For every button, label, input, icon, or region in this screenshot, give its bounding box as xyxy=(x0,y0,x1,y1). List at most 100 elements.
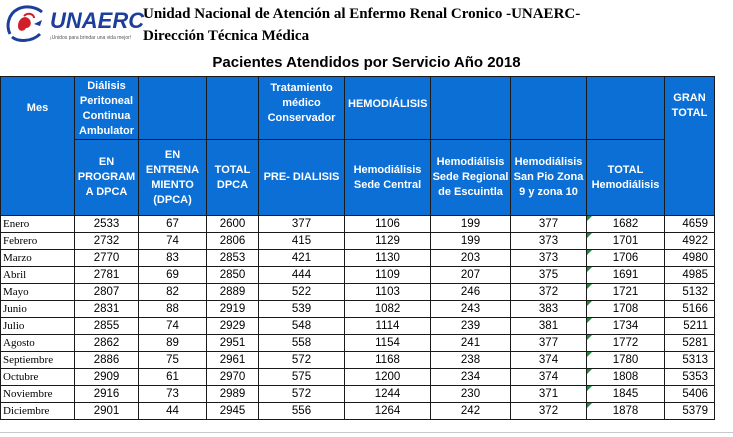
cell-total-hemo: 1734 xyxy=(586,317,665,335)
cell-entrenamiento: 74 xyxy=(138,317,207,335)
cell-total-hemo: 1708 xyxy=(586,300,665,318)
cell-total-hemo: 1845 xyxy=(586,385,665,403)
cell-en-programa: 2732 xyxy=(74,232,139,250)
table-row: Junio 2831 88 2919 539 1082 243 383 1708… xyxy=(0,300,715,318)
cell-mes: Octubre xyxy=(0,368,75,386)
cell-mes: Marzo xyxy=(0,249,75,267)
cell-en-programa: 2533 xyxy=(74,215,139,233)
cell-hemo-escuintla: 234 xyxy=(430,368,511,386)
cell-mes: Noviembre xyxy=(0,385,75,403)
table-row: Octubre 2909 61 2970 575 1200 234 374 18… xyxy=(0,368,715,386)
cell-hemo-central: 1264 xyxy=(344,402,431,420)
cell-total-hemo: 1878 xyxy=(586,402,665,420)
cell-pre-dialisis: 548 xyxy=(258,317,345,335)
cell-hemo-sanpio: 377 xyxy=(510,215,587,233)
cell-gran-total: 5406 xyxy=(664,385,715,403)
cell-pre-dialisis: 415 xyxy=(258,232,345,250)
cell-gran-total: 5132 xyxy=(664,283,715,301)
cell-total-dpca: 2970 xyxy=(206,368,259,386)
cell-hemo-escuintla: 242 xyxy=(430,402,511,420)
cell-pre-dialisis: 558 xyxy=(258,334,345,352)
cell-hemo-escuintla: 246 xyxy=(430,283,511,301)
kidney-hands-icon xyxy=(6,5,43,42)
table-row: Agosto 2862 89 2951 558 1154 241 377 177… xyxy=(0,334,715,352)
patients-table-container: Mes Diálisis Peritoneal Continua Ambulat… xyxy=(0,76,715,420)
header-mes: Mes xyxy=(0,76,75,216)
cell-total-dpca: 2951 xyxy=(206,334,259,352)
cell-hemo-escuintla: 238 xyxy=(430,351,511,369)
table-row: Marzo 2770 83 2853 421 1130 203 373 1706… xyxy=(0,249,715,267)
cell-total-hemo: 1682 xyxy=(586,215,665,233)
cell-entrenamiento: 82 xyxy=(138,283,207,301)
table-row: Febrero 2732 74 2806 415 1129 199 373 17… xyxy=(0,232,715,250)
cell-hemo-sanpio: 377 xyxy=(510,334,587,352)
cell-hemo-escuintla: 207 xyxy=(430,266,511,284)
table-row: Noviembre 2916 73 2989 572 1244 230 371 … xyxy=(0,385,715,403)
cell-en-programa: 2901 xyxy=(74,402,139,420)
cell-entrenamiento: 74 xyxy=(138,232,207,250)
cell-entrenamiento: 67 xyxy=(138,215,207,233)
cell-hemo-sanpio: 375 xyxy=(510,266,587,284)
header-en-entrenamiento: EN ENTRENA MIENTO (DPCA) xyxy=(138,139,207,216)
header-tratamiento: Tratamiento médico Conservador xyxy=(258,76,345,140)
cell-total-dpca: 2919 xyxy=(206,300,259,318)
cell-mes: Agosto xyxy=(0,334,75,352)
header-blank-2 xyxy=(206,76,259,140)
cell-hemo-central: 1168 xyxy=(344,351,431,369)
cell-hemo-central: 1200 xyxy=(344,368,431,386)
bottom-divider xyxy=(0,432,733,433)
cell-mes: Mayo xyxy=(0,283,75,301)
cell-pre-dialisis: 572 xyxy=(258,351,345,369)
cell-mes: Septiembre xyxy=(0,351,75,369)
cell-total-hemo: 1721 xyxy=(586,283,665,301)
cell-gran-total: 5379 xyxy=(664,402,715,420)
cell-total-hemo: 1701 xyxy=(586,232,665,250)
cell-total-dpca: 2961 xyxy=(206,351,259,369)
cell-gran-total: 5313 xyxy=(664,351,715,369)
cell-total-dpca: 2929 xyxy=(206,317,259,335)
cell-en-programa: 2916 xyxy=(74,385,139,403)
cell-entrenamiento: 75 xyxy=(138,351,207,369)
cell-entrenamiento: 88 xyxy=(138,300,207,318)
header-gran-total: GRAN TOTAL xyxy=(664,76,715,216)
cell-en-programa: 2909 xyxy=(74,368,139,386)
header-total-hemo: TOTAL Hemodiálisis xyxy=(586,139,665,216)
cell-hemo-sanpio: 372 xyxy=(510,402,587,420)
cell-hemo-sanpio: 383 xyxy=(510,300,587,318)
cell-pre-dialisis: 421 xyxy=(258,249,345,267)
patients-table: Mes Diálisis Peritoneal Continua Ambulat… xyxy=(0,76,715,420)
logo-wordmark: UNAERC xyxy=(50,8,145,33)
cell-hemo-sanpio: 381 xyxy=(510,317,587,335)
cell-pre-dialisis: 444 xyxy=(258,266,345,284)
cell-mes: Junio xyxy=(0,300,75,318)
table-row: Abril 2781 69 2850 444 1109 207 375 1691… xyxy=(0,266,715,284)
cell-en-programa: 2862 xyxy=(74,334,139,352)
cell-entrenamiento: 44 xyxy=(138,402,207,420)
table-title: Pacientes Atendidos por Servicio Año 201… xyxy=(212,54,521,71)
cell-hemo-central: 1103 xyxy=(344,283,431,301)
cell-en-programa: 2807 xyxy=(74,283,139,301)
department-name: Dirección Técnica Médica xyxy=(143,28,310,44)
cell-hemo-escuintla: 199 xyxy=(430,232,511,250)
organization-name: Unidad Nacional de Atención al Enfermo R… xyxy=(143,6,581,22)
cell-total-hemo: 1691 xyxy=(586,266,665,284)
cell-entrenamiento: 69 xyxy=(138,266,207,284)
cell-hemo-sanpio: 373 xyxy=(510,232,587,250)
table-row: Julio 2855 74 2929 548 1114 239 381 1734… xyxy=(0,317,715,335)
cell-mes: Enero xyxy=(0,215,75,233)
cell-hemo-central: 1129 xyxy=(344,232,431,250)
cell-hemo-escuintla: 230 xyxy=(430,385,511,403)
table-body: Enero 2533 67 2600 377 1106 199 377 1682… xyxy=(0,215,715,420)
cell-total-hemo: 1808 xyxy=(586,368,665,386)
cell-pre-dialisis: 522 xyxy=(258,283,345,301)
cell-total-dpca: 2600 xyxy=(206,215,259,233)
header-blank-1 xyxy=(138,76,207,140)
cell-hemo-escuintla: 241 xyxy=(430,334,511,352)
table-row: Mayo 2807 82 2889 522 1103 246 372 1721 … xyxy=(0,283,715,301)
cell-mes: Diciembre xyxy=(0,402,75,420)
cell-en-programa: 2770 xyxy=(74,249,139,267)
cell-mes: Febrero xyxy=(0,232,75,250)
cell-total-dpca: 2945 xyxy=(206,402,259,420)
cell-pre-dialisis: 572 xyxy=(258,385,345,403)
cell-entrenamiento: 89 xyxy=(138,334,207,352)
